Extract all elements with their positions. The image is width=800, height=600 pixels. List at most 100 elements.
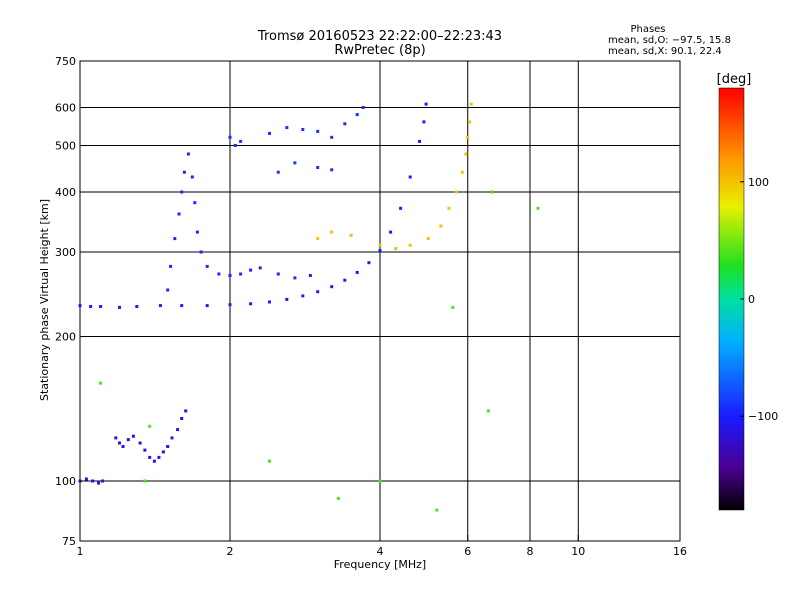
echo-point [490,190,494,194]
x-tick-label: 6 [464,545,471,558]
y-tick-label: 500 [55,140,76,153]
echo-point [536,206,540,210]
echo-point [439,224,443,228]
echo-point [316,290,320,294]
y-tick-label: 300 [55,246,76,259]
echo-point [97,481,101,485]
echo-point [408,243,412,247]
echo-point [143,479,147,483]
x-axis-ticks: 1 2 4 6 8 10 16 [77,535,687,558]
echo-point [293,276,297,280]
echo-point [177,212,181,216]
echo-point [355,113,359,117]
y-tick-label: 200 [55,331,76,344]
echo-point [389,230,393,234]
echo-point [101,479,105,483]
echo-point [355,270,359,274]
echo-point [99,381,103,385]
echo-point [84,477,88,481]
echo-point [460,170,464,174]
echo-point [169,264,173,268]
x-axis-label: Frequency [MHz] [334,558,426,571]
echo-point [166,445,170,448]
colorbar-label: [deg] [717,72,752,87]
echo-point [336,496,340,500]
y-tick-label: 75 [62,535,76,548]
echo-point [486,409,490,413]
colorbar [718,87,745,511]
echo-point [330,135,334,139]
echo-point [180,190,184,194]
echo-point [285,126,289,130]
x-tick-label: 8 [527,545,534,558]
echo-point [148,455,152,459]
echo-point [182,170,186,174]
echo-point [126,438,130,442]
y-tick-label: 600 [55,102,76,115]
echo-point [426,237,430,241]
echo-point [276,170,280,174]
chart-title: Tromsø 20160523 22:22:00–22:23:43 [257,29,502,44]
echo-point [378,249,382,253]
echo-point [367,261,371,265]
chart-subtitle: RwPretec (8p) [334,43,425,58]
echo-point [190,175,194,179]
echo-point [378,243,382,247]
x-tick-label: 16 [673,545,687,558]
echo-point [276,272,280,276]
echo-point [268,300,271,304]
echo-point [316,237,320,241]
echo-point [308,274,312,277]
x-tick-label: 1 [77,545,84,558]
echo-point [447,206,451,210]
echo-point [258,266,262,270]
echo-point [361,106,365,109]
data-points [78,102,540,512]
y-axis-ticks: 75 100 200 300 400 500 600 750 [55,55,86,548]
echo-point [464,152,468,156]
echo-point [285,297,289,301]
phase-stats-x: mean, sd,X: 90.1, 22.4 [608,46,722,57]
echo-point [301,128,305,131]
x-tick-label: 4 [377,545,384,558]
echo-point [143,448,147,452]
echo-point [148,424,152,428]
colorbar-ticks: 100 0 −100 [740,176,778,423]
echo-point [193,201,197,205]
echo-point [418,139,421,143]
echo-point [268,459,271,463]
echo-point [138,441,142,445]
echo-point [466,135,470,139]
phase-stats-o: mean, sd,O: −97.5, 15.8 [608,35,731,46]
echo-point [424,102,428,106]
echo-point [451,305,455,309]
echo-point [408,175,412,179]
echo-point [239,139,243,143]
echo-point [186,152,190,156]
echo-point [114,436,118,440]
x-tick-label: 10 [571,545,585,558]
echo-point [135,305,139,308]
echo-point [184,409,188,413]
echo-point [249,302,253,306]
echo-point [343,278,347,282]
echo-point [394,247,398,251]
colorbar-tick-label: −100 [748,410,778,423]
echo-point [268,131,271,135]
echo-point [180,304,184,308]
y-tick-label: 400 [55,186,76,199]
echo-point [233,144,237,147]
echo-point [131,434,135,438]
echo-point [205,264,209,268]
echo-point [118,441,121,445]
y-axis-label: Stationary phase Virtual Height [km] [38,199,51,401]
echo-point [293,161,297,165]
echo-point [157,455,161,459]
colorbar-tick-label: 100 [748,176,769,189]
echo-point [239,272,243,276]
echo-point [180,417,184,420]
echo-point [228,274,232,277]
echo-point [228,303,232,307]
echo-point [195,230,199,234]
